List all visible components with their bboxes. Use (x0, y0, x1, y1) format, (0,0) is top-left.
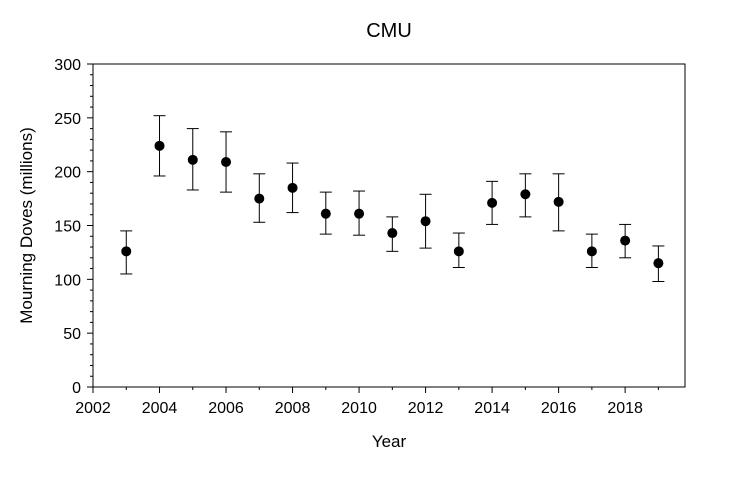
chart-title: CMU (366, 20, 412, 42)
y-tick-label: 0 (72, 380, 81, 397)
data-point (420, 216, 431, 227)
x-tick-label: 2012 (408, 400, 444, 417)
x-tick-label: 2006 (208, 400, 244, 417)
data-point (487, 197, 498, 208)
data-point (620, 235, 631, 246)
data-point (553, 196, 564, 207)
data-point (520, 189, 531, 200)
data-point (387, 228, 398, 239)
data-point (453, 246, 464, 257)
x-tick-label: 2016 (541, 400, 577, 417)
data-point (287, 182, 298, 193)
x-tick-label: 2014 (474, 400, 510, 417)
data-point (586, 246, 597, 257)
y-tick-label: 250 (54, 111, 81, 128)
y-tick-label: 100 (54, 272, 81, 289)
data-point (320, 208, 331, 219)
x-axis-title: Year (372, 432, 407, 451)
data-point (154, 140, 165, 151)
y-tick-label: 200 (54, 165, 81, 182)
data-point (254, 193, 265, 204)
plot-area: 0 50 100 150 200 250 300 2002 2004 2006 2008 2010 20… (54, 57, 686, 417)
y-tick-label: 50 (63, 326, 81, 343)
data-point (221, 156, 232, 167)
data-point (354, 208, 365, 219)
y-axis-title: Mourning Doves (millions) (17, 127, 36, 324)
x-tick-label: 2004 (142, 400, 178, 417)
y-tick-label: 150 (54, 219, 81, 236)
data-point (187, 154, 198, 165)
x-tick-label: 2008 (275, 400, 311, 417)
data-point (653, 258, 664, 269)
x-tick-label: 2018 (607, 400, 643, 417)
x-tick-label: 2010 (341, 400, 377, 417)
y-tick-label: 300 (54, 57, 81, 74)
plot-frame (92, 63, 686, 388)
x-tick-label: 2002 (75, 400, 111, 417)
data-point (121, 246, 132, 257)
